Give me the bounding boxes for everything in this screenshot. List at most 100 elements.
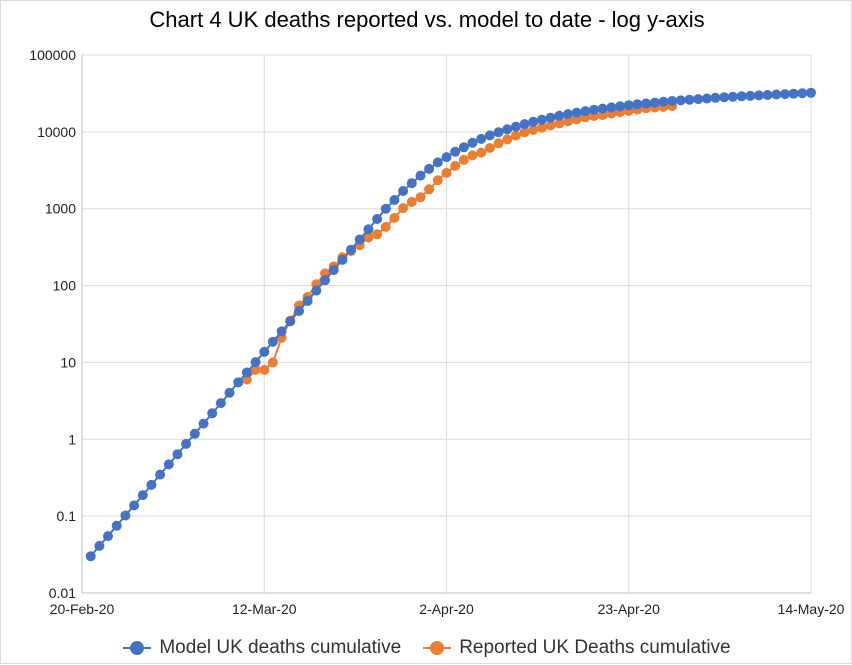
data-point-model <box>163 459 174 470</box>
data-point-model <box>597 103 608 114</box>
data-point-model <box>129 500 140 511</box>
data-point-model <box>580 106 591 117</box>
data-point-reported <box>406 196 417 207</box>
data-point-model <box>181 438 192 449</box>
data-point-model <box>467 137 478 148</box>
data-point-reported <box>519 127 530 138</box>
x-tick-label: 23-Apr-20 <box>598 601 660 617</box>
data-point-model <box>337 254 348 265</box>
data-point-model <box>693 94 704 105</box>
data-point-model <box>667 96 678 106</box>
data-point-model <box>346 244 356 255</box>
legend-swatch-reported <box>423 641 452 655</box>
y-tick-label: 0.01 <box>49 585 76 601</box>
data-point-model <box>649 97 660 108</box>
data-point-reported <box>458 154 469 165</box>
data-point-model <box>224 387 235 398</box>
data-point-reported <box>563 116 573 127</box>
data-point-model <box>320 275 330 286</box>
data-point-model <box>120 510 131 521</box>
data-point-reported <box>241 374 252 385</box>
data-point-reported <box>250 364 261 375</box>
data-point-model <box>458 142 469 153</box>
data-point-model <box>476 133 487 144</box>
data-point-model <box>554 110 565 121</box>
x-tick-label: 2-Apr-20 <box>419 601 474 617</box>
data-point-model <box>406 178 417 189</box>
data-point-reported <box>424 184 435 195</box>
data-point-model <box>372 214 383 224</box>
data-point-model <box>806 87 816 98</box>
data-point-model <box>432 157 443 168</box>
data-point-model <box>450 146 461 157</box>
data-point-model <box>207 408 218 419</box>
data-point-model <box>788 88 799 99</box>
data-point-model <box>85 551 96 562</box>
data-point-model <box>528 116 539 127</box>
data-point-model <box>658 96 669 107</box>
x-tick-label: 14-May-20 <box>778 601 845 617</box>
data-point-model <box>606 102 617 113</box>
data-point-model <box>215 398 226 409</box>
y-tick-label: 1 <box>68 431 76 447</box>
x-tick-label: 20-Feb-20 <box>50 601 115 617</box>
data-point-model <box>250 357 261 368</box>
data-point-model <box>189 428 200 439</box>
chart-legend: Model UK deaths cumulative Reported UK D… <box>1 637 852 659</box>
data-point-model <box>502 124 513 135</box>
data-point-reported <box>545 120 556 131</box>
data-point-model <box>719 92 730 103</box>
data-point-model <box>545 112 556 123</box>
data-point-model <box>103 531 113 542</box>
data-point-model <box>675 95 686 106</box>
y-tick-label: 0.1 <box>57 508 77 524</box>
data-point-model <box>111 520 122 531</box>
data-point-model <box>753 90 764 101</box>
data-point-model <box>701 93 712 104</box>
data-point-model <box>745 90 756 101</box>
data-point-model <box>493 127 504 138</box>
data-point-model <box>632 99 643 110</box>
data-point-model <box>302 296 313 306</box>
data-point-model <box>710 92 721 103</box>
y-tick-label: 100 <box>53 278 77 294</box>
legend-item-reported[interactable]: Reported UK Deaths cumulative <box>423 637 731 659</box>
data-point-model <box>623 100 634 111</box>
data-point-model <box>354 234 365 245</box>
data-point-reported <box>380 222 391 232</box>
data-point-model <box>311 285 322 296</box>
data-point-model <box>137 490 148 501</box>
data-point-reported <box>389 212 400 223</box>
data-point-model <box>780 89 790 100</box>
data-point-model <box>241 367 252 378</box>
data-point-model <box>363 224 374 235</box>
data-point-reported <box>363 232 374 243</box>
legend-swatch-model <box>123 641 152 655</box>
data-point-model <box>285 316 296 327</box>
data-point-reported <box>441 167 452 178</box>
data-point-reported <box>398 203 409 214</box>
legend-item-model[interactable]: Model UK deaths cumulative <box>123 637 401 659</box>
legend-label-reported: Reported UK Deaths cumulative <box>459 637 731 658</box>
data-point-reported <box>502 134 513 145</box>
data-point-reported <box>432 175 443 186</box>
data-point-model <box>328 265 339 276</box>
data-point-reported <box>476 147 487 158</box>
data-point-model <box>441 152 452 163</box>
data-point-reported <box>484 143 495 153</box>
data-point-model <box>736 91 747 102</box>
data-point-model <box>94 540 105 551</box>
data-point-reported <box>415 192 426 203</box>
data-point-model <box>276 326 287 337</box>
data-point-model <box>294 306 304 316</box>
x-tick-label: 12-Mar-20 <box>232 601 297 617</box>
data-point-reported <box>554 118 565 129</box>
data-point-model <box>771 89 782 100</box>
data-point-model <box>198 418 209 429</box>
data-point-model <box>484 130 495 141</box>
data-point-reported <box>267 357 278 368</box>
data-point-model <box>537 114 547 125</box>
data-point-model <box>389 195 400 205</box>
